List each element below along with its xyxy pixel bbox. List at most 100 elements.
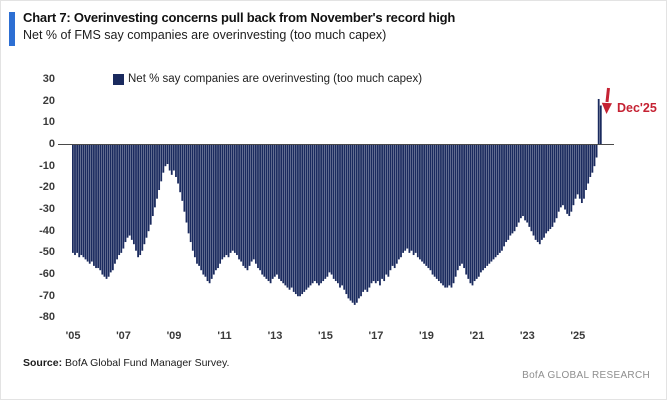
bar	[461, 144, 463, 264]
bar	[189, 144, 192, 243]
bar	[423, 144, 426, 264]
bar	[311, 144, 314, 284]
bar	[86, 144, 89, 262]
bar	[404, 144, 407, 251]
bar	[151, 144, 154, 217]
bar	[107, 144, 110, 277]
bar	[284, 144, 287, 286]
bar	[158, 144, 161, 191]
bar	[124, 144, 127, 243]
bar	[259, 144, 261, 271]
bar	[526, 144, 529, 223]
brand-text: BofA GLOBAL RESEARCH	[522, 370, 650, 381]
bar	[522, 144, 524, 217]
bar	[122, 144, 125, 249]
bar	[263, 144, 266, 277]
bar	[541, 144, 543, 240]
bar	[97, 144, 100, 269]
bar	[406, 144, 409, 249]
source-note: Source: BofA Global Fund Manager Survey.	[23, 357, 229, 369]
bar	[490, 144, 493, 262]
bar	[562, 144, 564, 206]
bar	[80, 144, 83, 256]
x-tick-label: '07	[116, 330, 131, 342]
bar	[286, 144, 289, 288]
y-tick-label: 30	[42, 73, 55, 85]
bar	[372, 144, 375, 282]
bar	[141, 144, 144, 251]
bar	[431, 144, 434, 275]
bar	[143, 144, 146, 245]
bar	[191, 144, 194, 251]
bar	[276, 144, 278, 275]
bar	[280, 144, 283, 282]
bar	[379, 144, 381, 286]
bar	[181, 144, 184, 201]
bar	[221, 144, 224, 260]
bar	[353, 144, 356, 305]
bar	[419, 144, 421, 260]
y-tick-label: -30	[39, 203, 55, 215]
bar	[593, 144, 596, 167]
bar	[322, 144, 325, 282]
x-tick-label: '21	[469, 330, 485, 342]
bar	[437, 144, 440, 282]
bar	[82, 144, 85, 258]
bar	[469, 144, 472, 284]
bar	[397, 144, 400, 260]
bar	[334, 144, 337, 282]
bar	[128, 144, 131, 236]
bar	[597, 98, 600, 145]
bar	[196, 144, 198, 264]
y-tick-label: -70	[39, 289, 55, 302]
bar	[320, 144, 322, 284]
bar	[534, 144, 537, 240]
bar	[473, 144, 476, 282]
bar	[368, 144, 371, 288]
bar	[475, 144, 478, 279]
bar	[391, 144, 394, 266]
annotation-label: Dec'25	[617, 101, 657, 115]
y-tick-label: -50	[39, 246, 55, 259]
bar	[175, 144, 177, 178]
bar	[318, 144, 320, 286]
bar	[366, 144, 369, 292]
y-tick-label: -40	[39, 224, 55, 237]
bar	[240, 144, 243, 262]
bar	[362, 144, 365, 292]
x-tick-label: '19	[418, 330, 434, 342]
y-tick-label: -10	[39, 159, 55, 172]
bar	[509, 144, 512, 236]
bar	[458, 144, 461, 266]
bar	[252, 144, 255, 260]
bar	[223, 144, 226, 258]
bar	[395, 144, 398, 264]
bar	[145, 144, 148, 238]
bar	[416, 144, 419, 258]
bar	[345, 144, 348, 295]
bar	[246, 144, 249, 271]
legend-label: Net % say companies are overinvesting (t…	[128, 73, 423, 85]
bar	[219, 144, 222, 264]
bar	[206, 144, 209, 282]
bar	[566, 144, 569, 214]
bar	[187, 144, 190, 234]
x-tick-label: '15	[317, 330, 333, 342]
bar	[532, 144, 535, 236]
bar	[452, 144, 455, 284]
bar	[370, 144, 373, 284]
bar	[530, 144, 533, 232]
bar	[76, 144, 79, 253]
bar	[435, 144, 438, 279]
bar	[215, 144, 217, 271]
bar	[185, 144, 188, 223]
bar	[414, 144, 417, 253]
bar	[278, 144, 280, 279]
bar	[519, 144, 522, 219]
y-tick-label: 10	[42, 116, 55, 129]
bar	[343, 144, 346, 290]
bar	[299, 144, 301, 297]
bar	[501, 144, 503, 251]
bar	[229, 144, 232, 253]
